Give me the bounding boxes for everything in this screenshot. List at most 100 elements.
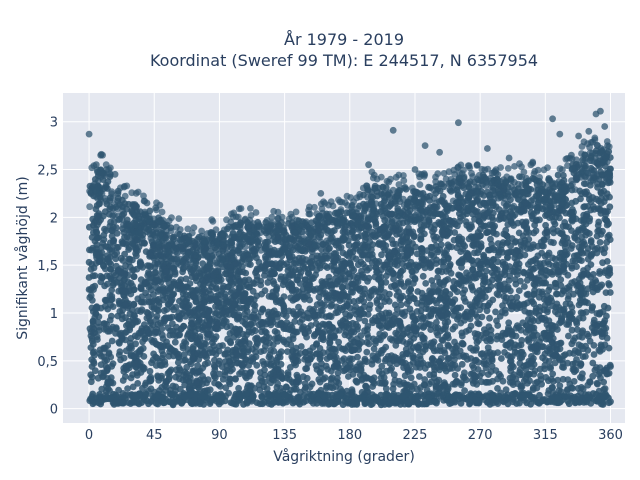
data-point — [575, 349, 582, 357]
data-point — [545, 286, 552, 294]
data-point — [461, 242, 469, 250]
data-point — [489, 296, 497, 304]
data-point — [509, 378, 516, 386]
data-point — [389, 316, 396, 324]
data-point — [490, 246, 498, 254]
data-point — [244, 348, 252, 356]
data-point — [462, 376, 470, 384]
data-point — [125, 255, 133, 263]
data-point — [288, 286, 296, 293]
data-point — [485, 323, 493, 331]
data-point — [273, 329, 281, 337]
data-point — [346, 304, 354, 312]
data-point — [268, 355, 275, 363]
data-point — [453, 377, 461, 385]
data-point — [502, 264, 510, 271]
data-point — [576, 296, 584, 304]
data-point — [469, 286, 477, 294]
data-point — [373, 259, 381, 267]
data-point — [502, 386, 510, 394]
data-point — [405, 238, 413, 246]
data-point — [94, 374, 102, 382]
data-point — [352, 255, 360, 263]
data-point — [557, 318, 565, 326]
data-point — [261, 371, 269, 379]
data-point — [440, 347, 448, 354]
data-point — [565, 321, 572, 328]
data-point — [164, 370, 172, 377]
data-point — [363, 348, 371, 356]
data-point — [589, 288, 597, 296]
data-point — [573, 320, 581, 327]
data-point — [104, 378, 112, 386]
data-point — [297, 343, 305, 350]
data-point — [210, 362, 218, 369]
data-point — [346, 259, 354, 266]
data-point — [333, 359, 341, 367]
data-point — [362, 382, 369, 390]
data-point — [401, 308, 409, 316]
data-point — [378, 251, 385, 259]
data-point — [162, 378, 170, 385]
data-point — [114, 267, 122, 274]
data-point — [370, 345, 378, 353]
data-point — [584, 245, 592, 252]
data-point — [292, 260, 299, 268]
data-point — [507, 353, 514, 361]
data-point — [568, 314, 576, 322]
data-point — [556, 339, 564, 347]
data-point — [159, 343, 167, 351]
data-point — [234, 331, 242, 339]
data-point — [446, 262, 454, 270]
data-point — [134, 358, 142, 365]
data-point — [445, 254, 452, 262]
data-point — [376, 368, 383, 375]
data-point — [234, 359, 242, 367]
chart-title-line1: År 1979 - 2019 — [284, 30, 404, 49]
data-point — [280, 229, 288, 237]
data-point — [602, 208, 610, 216]
data-point — [308, 380, 316, 388]
data-point — [235, 384, 243, 392]
data-point — [254, 313, 262, 320]
data-point — [583, 229, 591, 236]
data-point — [286, 364, 294, 371]
data-point — [588, 324, 596, 332]
data-point — [249, 287, 257, 295]
data-point — [180, 371, 188, 379]
data-point — [487, 235, 494, 243]
data-point — [396, 273, 404, 280]
data-point — [326, 252, 334, 259]
data-point — [149, 246, 157, 253]
data-point — [493, 290, 501, 298]
data-point — [397, 301, 405, 309]
data-point — [427, 310, 435, 318]
data-point — [399, 260, 406, 268]
data-point — [159, 331, 166, 339]
data-point — [235, 338, 242, 346]
data-point — [173, 323, 180, 331]
data-point — [289, 308, 297, 315]
data-point — [501, 215, 509, 223]
data-point — [596, 268, 603, 275]
data-point — [471, 377, 479, 385]
data-point — [541, 350, 549, 358]
data-point — [463, 269, 470, 277]
data-point — [545, 335, 552, 343]
data-point — [461, 387, 468, 394]
data-point — [408, 310, 416, 317]
data-point — [101, 208, 109, 216]
data-point — [465, 235, 473, 243]
data-point — [246, 255, 254, 262]
data-point — [574, 281, 582, 289]
data-point — [498, 336, 506, 343]
data-point — [174, 359, 182, 366]
data-point — [353, 239, 361, 247]
data-point — [444, 310, 452, 318]
data-point — [341, 361, 349, 368]
data-point — [141, 335, 149, 343]
data-point — [516, 359, 524, 367]
data-point — [200, 292, 208, 300]
data-point — [121, 270, 128, 277]
data-point — [601, 215, 609, 223]
